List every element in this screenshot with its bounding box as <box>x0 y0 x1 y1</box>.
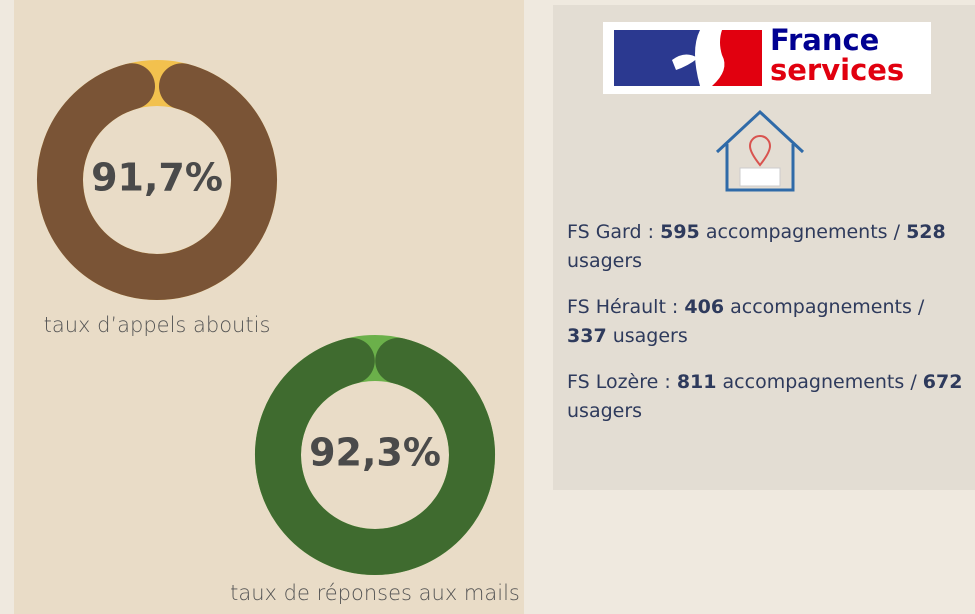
item-text: accompagnements / <box>730 296 925 318</box>
count: 595 <box>660 221 700 243</box>
count: 337 <box>567 325 607 347</box>
donut-value: 91,7% <box>91 156 223 200</box>
count: 811 <box>676 371 717 393</box>
item-text: FS Gard : <box>567 221 655 243</box>
count: 528 <box>906 221 946 243</box>
logo-hand <box>672 54 698 70</box>
donut-arc <box>37 63 277 300</box>
donut-caption: taux d’appels aboutis <box>44 313 271 337</box>
item-text: usagers <box>567 400 643 422</box>
count: 672 <box>922 371 963 393</box>
fs-item: FS Gard : 595 accompagnements / 528 usag… <box>567 218 967 276</box>
logo-blue <box>614 30 700 86</box>
donut-value: 92,3% <box>309 431 441 475</box>
fs-item: FS Hérault : 406 accompagnements / 337 u… <box>567 293 967 351</box>
donut-arc <box>255 337 495 575</box>
mini-logo <box>739 167 781 187</box>
count: 406 <box>684 296 725 318</box>
logo-line1: France <box>770 23 879 57</box>
item-text: accompagnements / <box>722 371 917 393</box>
fs-item: FS Lozère : 811 accompagnements / 672 us… <box>567 368 967 426</box>
item-text: accompagnements / <box>705 221 901 243</box>
house-icon <box>715 109 805 192</box>
logo-red <box>712 30 762 86</box>
donut-caption: taux de réponses aux mails <box>230 581 520 605</box>
logo-line2: services <box>770 53 904 87</box>
item-text: FS Lozère : <box>567 371 671 393</box>
item-text: usagers <box>612 325 688 347</box>
item-text: FS Hérault : <box>567 296 679 318</box>
item-text: usagers <box>567 250 643 272</box>
pin-icon <box>748 135 772 167</box>
